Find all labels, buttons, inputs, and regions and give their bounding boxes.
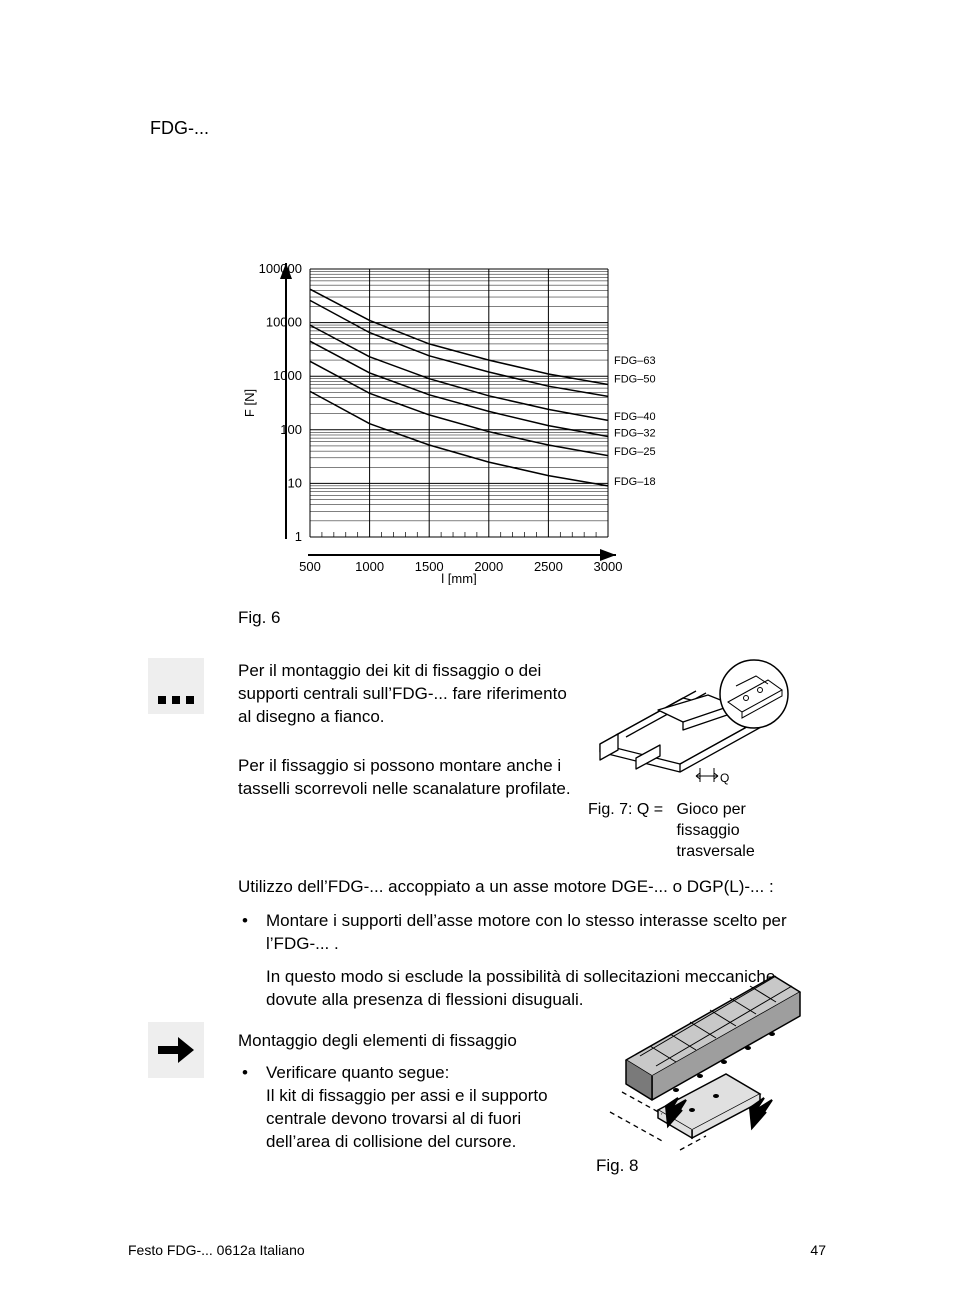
chart-svg: 1 10 100 1000 10000 100000 500 1000 1500 2000 2500… [238, 255, 678, 585]
footer-page-number: 47 [810, 1242, 826, 1258]
svg-text:1000: 1000 [355, 559, 384, 574]
fig6-caption: Fig. 6 [238, 608, 281, 628]
dots-icon [154, 694, 198, 706]
page: FDG-... 1 10 100 1000 10000 100000 500 1000 1500… [0, 0, 954, 1306]
svg-text:l [mm]: l [mm] [441, 571, 476, 585]
svg-text:100000: 100000 [259, 261, 302, 276]
svg-text:3000: 3000 [594, 559, 623, 574]
paragraph-mounting-kit: Per il montaggio dei kit di fissaggio o … [238, 660, 578, 729]
fig8-caption: Fig. 8 [596, 1156, 639, 1176]
svg-text:1000: 1000 [273, 368, 302, 383]
svg-text:FDG–18: FDG–18 [614, 476, 656, 488]
paragraph-usage: Utilizzo dell’FDG-... accoppiato a un as… [238, 876, 798, 899]
page-header: FDG-... [150, 118, 209, 139]
svg-text:500: 500 [299, 559, 321, 574]
fig7-prefix: Fig. 7: Q = [588, 801, 663, 818]
svg-text:F [N]: F [N] [242, 389, 257, 417]
svg-text:FDG–40: FDG–40 [614, 411, 656, 423]
bullet-mount-supports: Montare i supporti dell’asse motore con … [238, 910, 798, 962]
svg-text:100: 100 [280, 422, 302, 437]
fig7-text: Gioco per fissaggio trasversale [676, 800, 806, 862]
arrow-right-icon [156, 1035, 196, 1065]
svg-text:2500: 2500 [534, 559, 563, 574]
fig7-illustration: Q [588, 650, 798, 790]
footer-left: Festo FDG-... 0612a Italiano [128, 1242, 305, 1258]
paragraph-mounting-elements: Montaggio degli elementi di fissaggio [238, 1030, 578, 1053]
paragraph-sliding-blocks: Per il fissaggio si possono montare anch… [238, 755, 578, 801]
fig8-illustration [596, 966, 806, 1156]
svg-text:2000: 2000 [474, 559, 503, 574]
svg-text:FDG–50: FDG–50 [614, 374, 656, 386]
svg-text:FDG–25: FDG–25 [614, 446, 656, 458]
svg-text:Q: Q [720, 771, 729, 785]
svg-text:FDG–32: FDG–32 [614, 427, 656, 439]
svg-text:FDG–63: FDG–63 [614, 355, 656, 367]
fig7-caption: Fig. 7: Q = Gioco per fissaggio trasvers… [588, 800, 808, 862]
page-footer: Festo FDG-... 0612a Italiano 47 [128, 1242, 826, 1258]
svg-text:1500: 1500 [415, 559, 444, 574]
svg-text:10: 10 [288, 475, 302, 490]
chart-fig6: 1 10 100 1000 10000 100000 500 1000 1500 2000 2500… [238, 255, 678, 585]
svg-text:1: 1 [295, 529, 302, 544]
svg-text:10000: 10000 [266, 315, 302, 330]
action-icon [148, 1022, 204, 1078]
note-icon [148, 658, 204, 714]
bullet-verify: Verificare quanto segue: Il kit di fissa… [238, 1062, 588, 1160]
